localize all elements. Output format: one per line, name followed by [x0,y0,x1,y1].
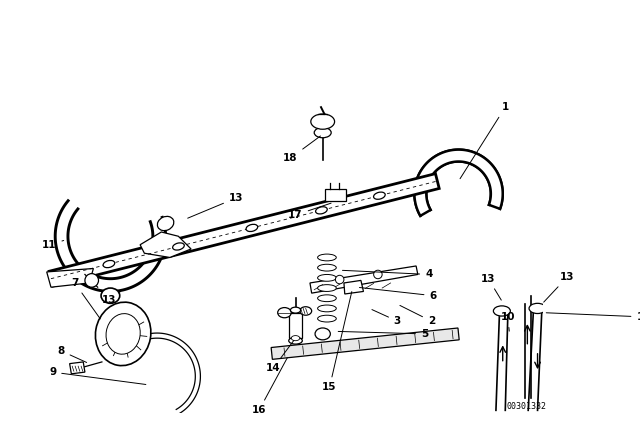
Ellipse shape [157,216,174,231]
Text: 7: 7 [71,278,100,319]
Text: 12: 12 [547,312,640,322]
Text: 9: 9 [49,367,146,384]
Polygon shape [271,328,459,359]
Ellipse shape [278,308,291,318]
Polygon shape [47,268,93,287]
Polygon shape [310,266,418,293]
Ellipse shape [291,336,300,340]
Text: 3: 3 [372,310,401,326]
Ellipse shape [493,306,510,316]
Ellipse shape [106,314,140,354]
Ellipse shape [101,288,120,303]
Ellipse shape [311,114,335,129]
Polygon shape [49,174,439,286]
Text: 13: 13 [188,193,243,218]
Ellipse shape [317,254,336,261]
Text: 17: 17 [288,203,331,220]
Ellipse shape [317,305,336,312]
Text: 13: 13 [102,292,120,305]
Text: 13: 13 [544,272,575,302]
Ellipse shape [289,337,302,344]
Polygon shape [140,232,191,258]
Polygon shape [344,280,364,294]
Ellipse shape [317,315,336,322]
Text: 00301332: 00301332 [506,401,547,410]
Text: 13: 13 [481,274,501,300]
Text: 10: 10 [500,312,515,331]
Text: 14: 14 [266,340,294,373]
Text: 8: 8 [58,346,86,362]
Circle shape [335,276,344,284]
Bar [289,313,302,338]
Ellipse shape [291,307,301,313]
Ellipse shape [95,302,151,366]
Text: 5: 5 [338,329,428,339]
Polygon shape [70,362,85,374]
Ellipse shape [103,260,115,267]
Circle shape [85,274,99,287]
Text: 11: 11 [42,240,64,250]
Ellipse shape [317,284,336,292]
Ellipse shape [315,328,330,340]
Ellipse shape [317,295,336,302]
Ellipse shape [316,207,327,214]
Text: 18: 18 [283,136,321,163]
Text: 16: 16 [252,358,287,415]
Ellipse shape [246,224,258,232]
Ellipse shape [374,192,385,199]
Text: 1: 1 [460,102,509,179]
Text: 6: 6 [360,288,436,301]
Ellipse shape [300,307,312,315]
Text: 15: 15 [323,292,352,392]
Text: 4: 4 [342,269,433,280]
Circle shape [374,270,382,279]
Ellipse shape [317,264,336,271]
Ellipse shape [314,128,331,138]
Bar [325,189,346,201]
Ellipse shape [317,275,336,281]
Text: 2: 2 [400,306,435,326]
Polygon shape [415,150,503,216]
Ellipse shape [529,303,546,314]
Ellipse shape [173,243,184,250]
